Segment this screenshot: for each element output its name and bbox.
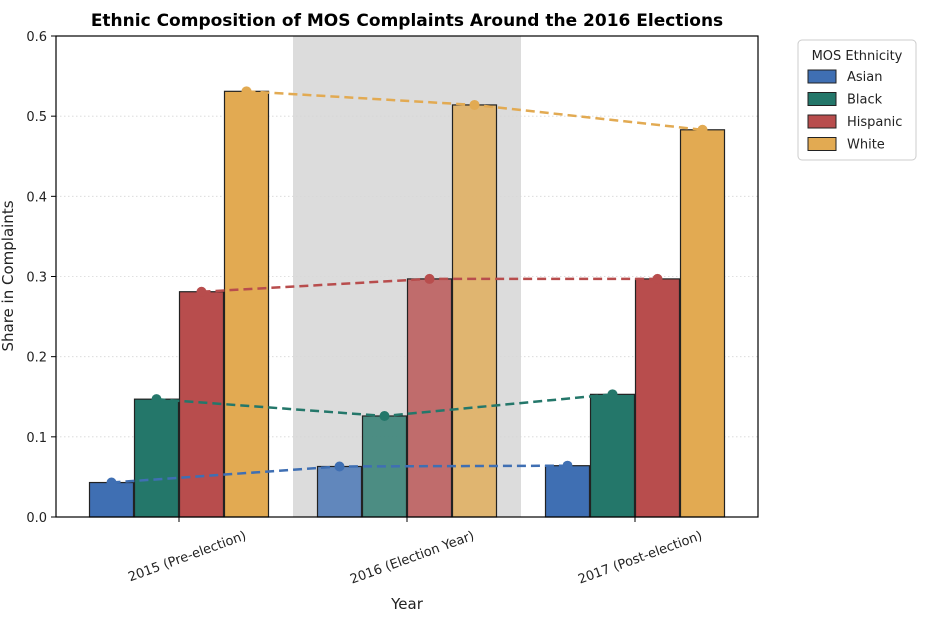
point-black	[607, 389, 618, 400]
x-tick-label: 2016 (Election Year)	[348, 529, 476, 588]
plot-area: 0.0 0.1 0.2 0.3 0.4 0.5 0.6 2015 (Pre-election)…	[26, 30, 759, 588]
bar-asian	[544, 465, 591, 518]
x-axis-title: Year	[390, 595, 424, 613]
y-tick-label: 0.0	[26, 511, 47, 526]
point-asian	[334, 461, 345, 472]
y-tick-label: 0.1	[26, 431, 47, 446]
bar-black	[133, 398, 180, 518]
x-tick-label: 2015 (Pre-election)	[126, 529, 248, 586]
bar-black	[589, 393, 636, 518]
legend-label-hispanic: Hispanic	[847, 115, 902, 130]
point-asian	[106, 477, 117, 488]
bar-white	[223, 90, 270, 518]
y-tick-label: 0.4	[26, 190, 47, 205]
y-tick-label: 0.3	[26, 271, 47, 286]
bar-white	[451, 104, 498, 518]
bar-hispanic	[406, 278, 453, 518]
point-hispanic	[196, 286, 207, 297]
bar-white	[679, 129, 726, 518]
chart-title: Ethnic Composition of MOS Complaints Aro…	[91, 11, 723, 31]
y-axis-title: Share in Complaints	[0, 200, 17, 351]
legend-label-asian: Asian	[847, 70, 882, 85]
y-tick-label: 0.2	[26, 351, 47, 366]
point-black	[151, 394, 162, 405]
point-white	[241, 86, 252, 97]
bar-asian	[316, 465, 363, 518]
legend-title: MOS Ethnicity	[812, 49, 903, 64]
bar-asian	[88, 481, 135, 518]
y-tick-label: 0.5	[26, 110, 47, 125]
point-asian	[562, 460, 573, 471]
legend-swatch-hispanic	[807, 114, 837, 129]
x-tick-label: 2017 (Post-election)	[576, 529, 704, 588]
point-hispanic	[652, 273, 663, 284]
point-black	[379, 410, 390, 421]
legend-swatch-white	[807, 137, 837, 151]
legend-swatch-asian	[807, 69, 837, 84]
legend-swatch-black	[807, 92, 837, 106]
point-white	[469, 99, 480, 110]
point-hispanic	[424, 273, 435, 284]
point-white	[697, 124, 708, 135]
legend-label-white: White	[847, 138, 885, 153]
bar-hispanic	[634, 278, 681, 518]
y-tick-label: 0.6	[26, 30, 47, 45]
legend: MOS Ethnicity Asian Black Hispanic White	[797, 39, 917, 161]
legend-label-black: Black	[847, 93, 883, 108]
